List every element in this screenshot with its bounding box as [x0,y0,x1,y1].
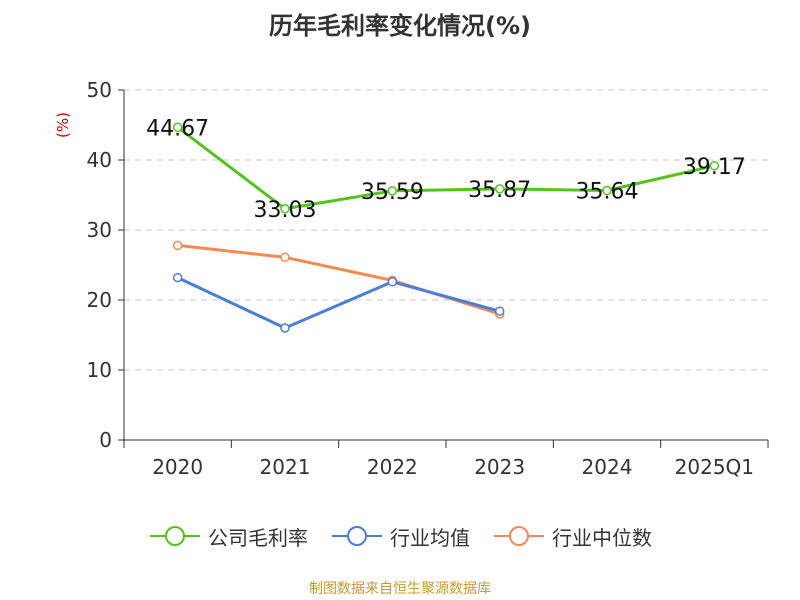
data-point [494,184,505,194]
y-tick-label: 50 [87,78,112,102]
data-point [387,186,398,196]
legend-label: 行业中位数 [552,525,652,550]
legend-item[interactable]: 行业中位数 [492,522,652,551]
legend-label: 行业均值 [390,525,470,550]
data-label: 44.67 [146,116,209,141]
grid-lines [124,89,768,371]
x-tick-label: 2022 [367,455,418,479]
data-point [709,161,720,171]
y-tick-label: 10 [87,358,112,382]
x-tick-label: 2020 [152,455,203,479]
legend-line-marker-icon [494,526,544,546]
legend: 公司毛利率 行业均值 行业中位数 [0,518,800,554]
data-point [387,277,398,287]
data-label: 39.17 [683,155,746,180]
y-tick-label: 30 [87,218,112,242]
y-axis-label: (%) [54,112,72,138]
data-point [280,252,290,263]
data-point [172,272,183,283]
series-line [177,276,501,330]
legend-label: 公司毛利率 [208,525,308,550]
axes: 0 10 20 30 40 50 2020 2021 2022 2023 2024 2025Q1 [87,78,769,479]
source-note: 制图数据来自恒生聚源数据库 [309,581,491,597]
data-labels: 44.67 33.03 35.59 35.87 35.64 39.17 [146,116,746,222]
legend-line-marker-icon [150,526,200,546]
data-point [280,323,290,333]
data-label: 35.87 [468,178,531,203]
x-tick-label: 2023 [474,455,525,479]
data-point [494,306,505,316]
series-line [176,126,715,211]
data-label: 35.64 [576,180,639,205]
x-tick-label: 2025Q1 [675,455,754,479]
data-label: 35.59 [361,180,424,205]
data-point [172,240,183,251]
series-lines [172,122,720,333]
legend-line-marker-icon [332,526,382,546]
x-tick-label: 2024 [582,455,633,479]
data-point [172,122,183,133]
chart-title: 历年毛利率变化情况(%) [269,12,531,40]
legend-item[interactable]: 公司毛利率 [148,522,308,551]
y-tick-label: 20 [87,288,112,312]
y-tick-label: 0 [99,428,112,452]
y-tick-label: 40 [87,148,112,172]
data-label: 33.03 [254,198,317,223]
legend-item[interactable]: 行业均值 [330,522,470,551]
data-point [280,204,290,214]
data-point [602,185,612,196]
x-tick-label: 2021 [260,455,311,479]
